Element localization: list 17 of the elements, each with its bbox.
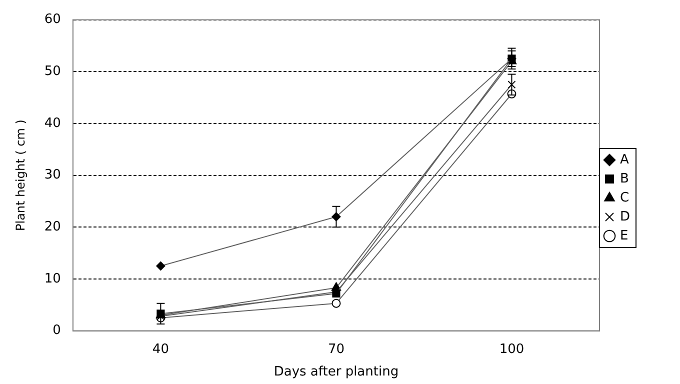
legend-label: D <box>620 209 630 224</box>
y-tick-label: 50 <box>44 64 61 80</box>
y-tick-label: 60 <box>44 12 61 28</box>
x-tick-label: 100 <box>499 342 524 357</box>
legend-label: E <box>620 228 628 244</box>
x-axis-title: Days after planting <box>274 364 399 380</box>
y-tick-label: 40 <box>44 116 61 131</box>
x-tick-label: 70 <box>328 342 344 357</box>
legend-label: A <box>620 152 629 168</box>
y-axis-title: Plant height ( cm ) <box>13 120 28 232</box>
y-tick-label: 10 <box>44 271 61 286</box>
y-tick-label: 20 <box>44 220 61 235</box>
y-tick-label: 0 <box>52 323 61 338</box>
y-tick-label: 30 <box>44 168 61 183</box>
x-tick-label: 40 <box>152 342 169 357</box>
legend-label: B <box>620 171 629 186</box>
legend-label: C <box>620 190 630 206</box>
